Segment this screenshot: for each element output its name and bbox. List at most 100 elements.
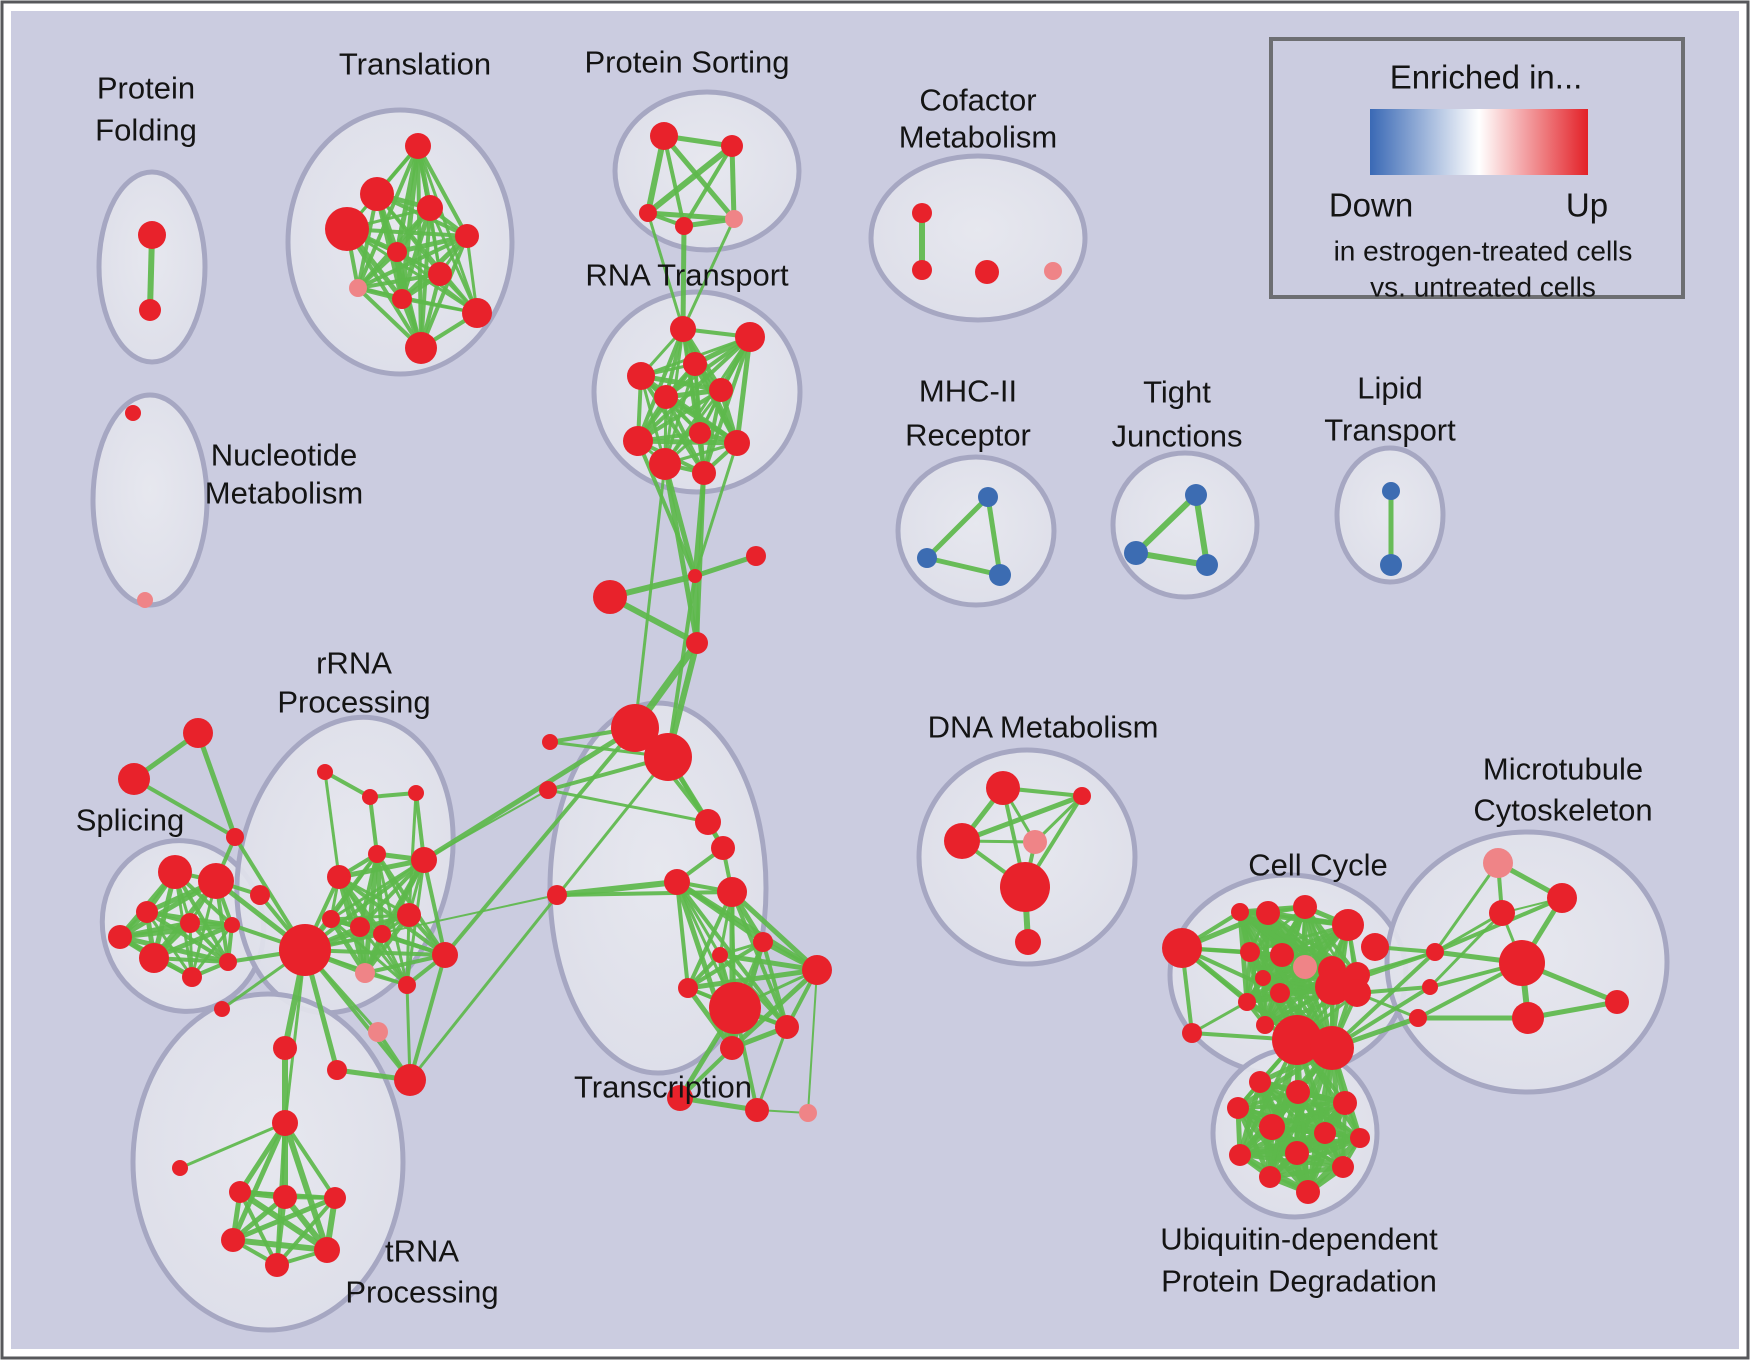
network-node (1409, 1009, 1427, 1027)
network-edge (179, 1121, 286, 1170)
network-edge (1133, 492, 1199, 556)
network-node (975, 260, 999, 284)
network-node (405, 133, 431, 159)
network-edge (646, 212, 685, 330)
legend-subtitle-line2: vs. untreated cells (1370, 272, 1596, 303)
network-node (265, 1253, 289, 1277)
network-node (1293, 955, 1317, 979)
network-edge (925, 495, 990, 560)
network-node (678, 978, 698, 998)
network-node (1361, 933, 1389, 961)
network-edge (662, 463, 700, 644)
network-edge (647, 210, 735, 222)
network-node (108, 925, 132, 949)
cluster-label-lipid-transport: Transport (1324, 413, 1456, 448)
network-edge (324, 770, 371, 799)
network-node (539, 781, 557, 799)
legend-down-label: Down (1329, 187, 1413, 224)
network-edge (636, 440, 697, 577)
cluster-label-tight-junctions: Tight (1143, 375, 1211, 410)
network-node (1499, 940, 1545, 986)
network-node (1310, 1026, 1354, 1070)
network-node (139, 943, 169, 973)
network-node (735, 322, 765, 352)
network-node (1605, 990, 1629, 1014)
network-edge (118, 878, 218, 940)
cluster-label-protein-folding: Folding (95, 113, 197, 148)
network-edge (323, 771, 341, 878)
network-node (547, 885, 567, 905)
network-edge (195, 732, 238, 838)
network-node (408, 785, 424, 801)
network-node (1426, 943, 1444, 961)
network-node (417, 195, 443, 221)
network-node (1227, 1097, 1249, 1119)
network-node (775, 1015, 799, 1039)
network-edge (416, 145, 469, 237)
network-node (654, 385, 678, 409)
network-edge (119, 922, 233, 940)
network-node (644, 733, 692, 781)
network-node (1240, 942, 1260, 962)
network-edge (687, 967, 818, 991)
network-node (989, 564, 1011, 586)
network-node (1315, 969, 1351, 1005)
network-edge (646, 143, 734, 216)
network-node (1333, 1091, 1357, 1115)
network-node (667, 1085, 693, 1111)
network-edge (686, 891, 734, 989)
network-node (432, 942, 458, 968)
network-node (397, 903, 421, 927)
network-node (1196, 554, 1218, 576)
network-edge (119, 934, 229, 965)
network-node (139, 299, 161, 321)
network-node (688, 569, 702, 583)
network-edge (761, 941, 789, 1028)
cluster-label-ubiquitin-degradation: Protein Degradation (1161, 1264, 1437, 1299)
network-node (1185, 484, 1207, 506)
network-edge (230, 1121, 288, 1242)
network-edge (1191, 1000, 1248, 1035)
network-edge (1237, 911, 1268, 1026)
network-node (392, 289, 412, 309)
network-edge (346, 227, 478, 315)
network-node (692, 461, 716, 485)
network-node (753, 932, 773, 952)
network-edge (637, 438, 738, 446)
network-node (272, 1110, 298, 1136)
network-node (1296, 1180, 1320, 1204)
network-edge (1428, 911, 1504, 989)
cluster-label-rna-transport: RNA Transport (585, 258, 789, 293)
cluster-label-microtubule-cytoskeleton: Microtubule (1483, 752, 1643, 787)
network-node (1023, 830, 1047, 854)
network-node (802, 955, 832, 985)
network-edge (275, 1196, 337, 1267)
network-node (746, 546, 766, 566)
network-node (709, 982, 761, 1034)
network-node (1270, 943, 1294, 967)
network-node (1256, 901, 1280, 925)
network-node (368, 845, 386, 863)
cluster-labels-layer: Protein Folding Translation Protein Sorting… (76, 45, 1653, 1310)
network-edge (283, 1121, 337, 1200)
cluster-label-protein-sorting: Protein Sorting (584, 45, 789, 80)
network-node (917, 548, 937, 568)
network-edge (1305, 1047, 1335, 1193)
network-edge (702, 389, 723, 474)
network-node (627, 362, 655, 390)
network-edge (328, 917, 368, 975)
network-node (428, 262, 452, 286)
network-edge (283, 949, 307, 1124)
network-edge (666, 575, 697, 758)
network-node (214, 1001, 230, 1017)
network-edge (133, 777, 236, 839)
network-node (1293, 895, 1317, 919)
network-node (1286, 1080, 1310, 1104)
network-node (1422, 979, 1438, 995)
network-node (1000, 862, 1050, 912)
network-node (683, 352, 707, 376)
network-edge (926, 555, 1001, 578)
network-node (675, 217, 693, 235)
network-node (1162, 928, 1202, 968)
network-edge (232, 1195, 336, 1243)
